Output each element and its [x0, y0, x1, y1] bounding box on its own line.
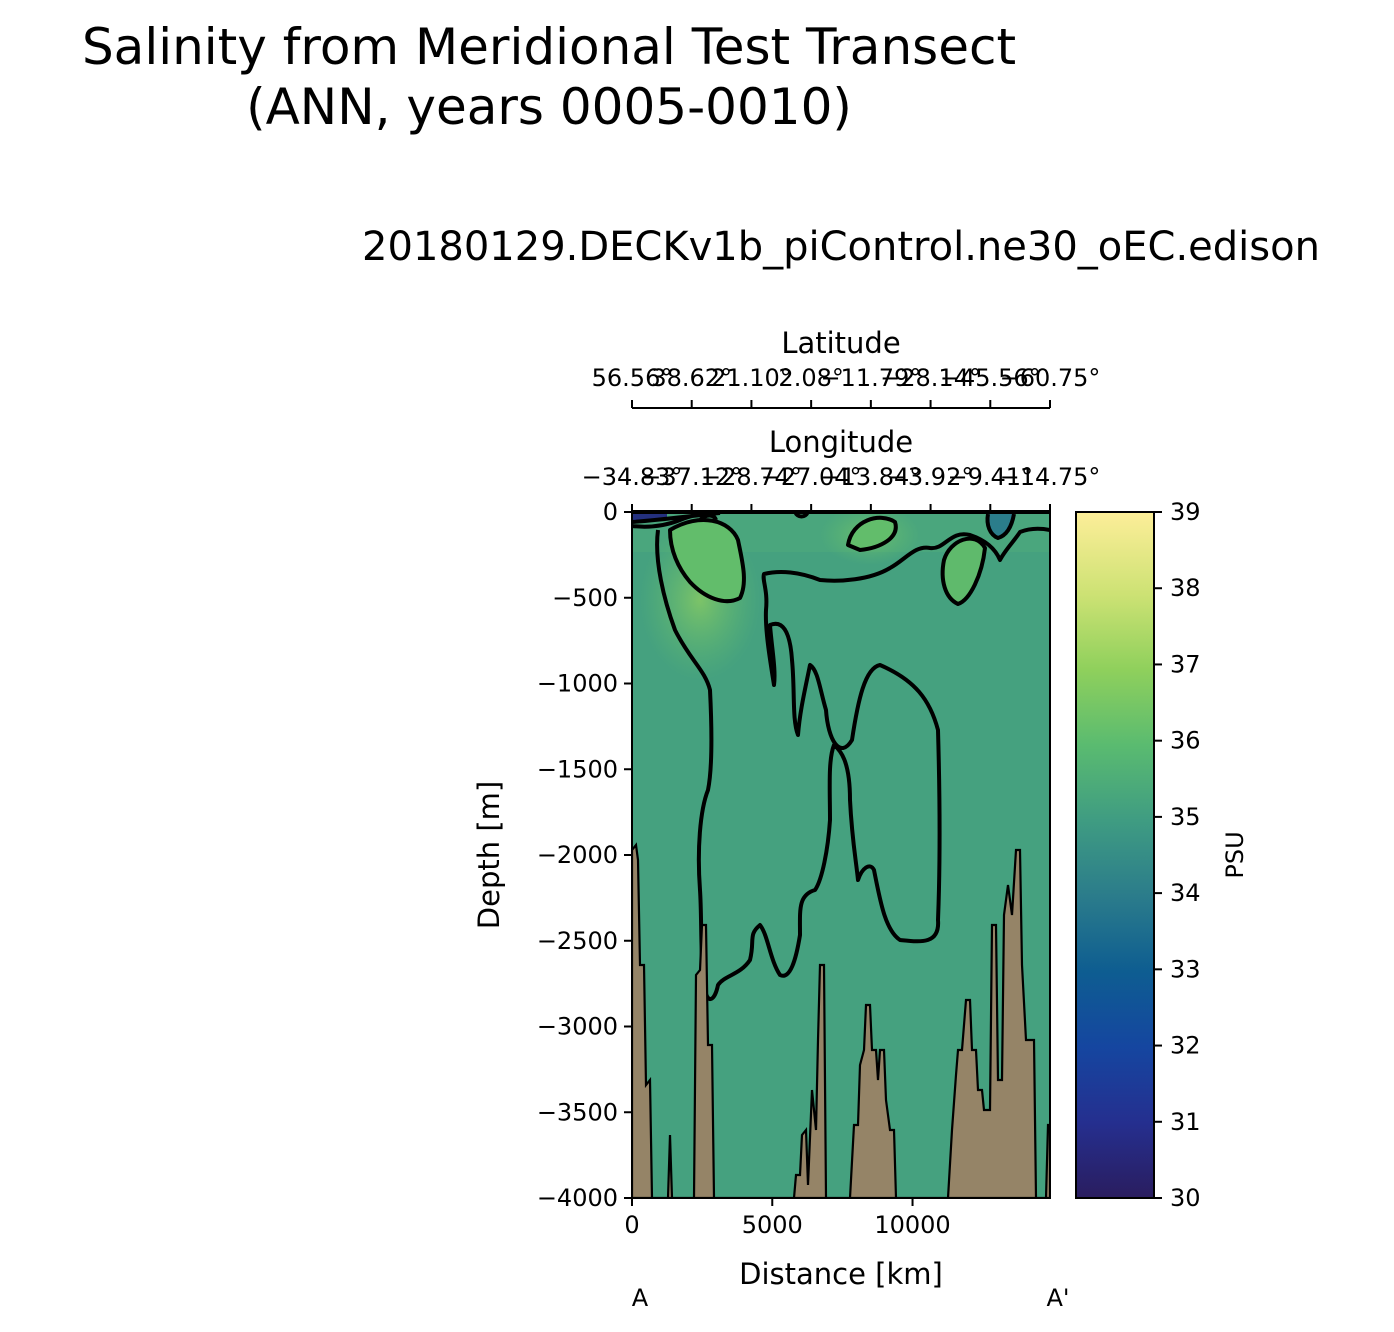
colorbar-tick-label: 33 [1170, 955, 1201, 983]
y-tick-label: −3000 [537, 1013, 618, 1041]
colorbar-tick-label: 39 [1170, 498, 1201, 526]
x-tick-label: 10000 [874, 1211, 950, 1239]
colorbar-tick-label: 38 [1170, 574, 1201, 602]
y-axis: 0 −500 −1000 −1500 −2000 −2500 −3000 −3500 −4000 [537, 498, 632, 1212]
colorbar-gradient [1075, 511, 1155, 1199]
colorbar-tick-label: 35 [1170, 803, 1201, 831]
top-tick-label: −9.41° [948, 463, 1034, 491]
y-tick-label: 0 [603, 498, 618, 526]
contour-fill-south-high [942, 538, 985, 604]
top-tick-label: 2.08° [778, 364, 843, 392]
contour-west-small [698, 513, 718, 522]
x-tick-label: 0 [624, 1211, 639, 1239]
bathymetry [632, 842, 1050, 1198]
top-tick-label: 38.62° [651, 364, 732, 392]
top-tick-label: −28.14° [880, 364, 981, 392]
y-tick-label: −500 [552, 584, 618, 612]
top-tick-label: −60.75° [1000, 364, 1101, 392]
y-tick-label: −3500 [537, 1098, 618, 1126]
colorbar-tick-label: 36 [1170, 727, 1201, 755]
top-tick-label: 56.56° [592, 364, 673, 392]
axes-title: 20180129.DECKv1b_piControl.ne30_oEC.edis… [362, 224, 1320, 270]
contour-north-inner [668, 517, 746, 604]
y-tick-label: −1000 [537, 670, 618, 698]
top-tick-label: −11.79° [820, 364, 921, 392]
top-tick-label: −27.04° [761, 463, 862, 491]
latitude-axis-label: Latitude [781, 326, 900, 360]
contour-south-low [985, 513, 1016, 540]
x-axis-label: Distance [km] [739, 1257, 943, 1291]
figure-title-line1: Salinity from Meridional Test Transect [82, 18, 1016, 76]
top-tick-label: 21.10° [711, 364, 792, 392]
contour-equator-high [846, 515, 898, 552]
colorbar-tick-label: 31 [1170, 1108, 1201, 1136]
contour-south-high [940, 536, 987, 606]
top-tick-label: −13.84° [820, 463, 921, 491]
colorbar-label: PSU [1221, 831, 1249, 878]
contour-fill-north-high [670, 519, 744, 602]
top-tick-label: −45.56° [940, 364, 1041, 392]
y-tick-label: −1500 [537, 755, 618, 783]
y-tick-label: −4000 [537, 1184, 618, 1212]
top-tick-label: −3.92° [888, 463, 974, 491]
longitude-axis-label: Longitude [769, 425, 913, 459]
top-tick-label: −28.74° [701, 463, 802, 491]
longitude-axis: Longitude −34.83°−37.12°−28.74°−27.04°−1… [582, 425, 1101, 512]
figure-title-line2: (ANN, years 0005-0010) [246, 78, 852, 136]
colorbar-tick-label: 37 [1170, 650, 1201, 678]
low-salinity-patch-north [632, 512, 667, 520]
top-tick-label: −14.75° [1000, 463, 1101, 491]
plot-area [632, 512, 1050, 1198]
latitude-axis: Latitude 56.56°38.62°21.10°2.08°−11.79°−… [592, 326, 1101, 409]
y-axis-label: Depth [m] [472, 781, 506, 929]
colorbar-tick-label: 34 [1170, 879, 1201, 907]
x-axis: 0 5000 10000 [624, 1198, 951, 1239]
colorbar-tick-label: 32 [1170, 1032, 1201, 1060]
colorbar: 30 31 32 33 34 35 36 37 38 39 PSU [1075, 498, 1249, 1212]
colorbar-tick-label: 30 [1170, 1184, 1201, 1212]
top-tick-label: −37.12° [641, 463, 742, 491]
top-tick-label: −34.83° [582, 463, 683, 491]
y-tick-label: −2500 [537, 927, 618, 955]
transect-end-label: A' [1046, 1284, 1069, 1312]
y-tick-label: −2000 [537, 841, 618, 869]
x-tick-label: 5000 [742, 1211, 803, 1239]
transect-start-label: A [632, 1284, 649, 1312]
